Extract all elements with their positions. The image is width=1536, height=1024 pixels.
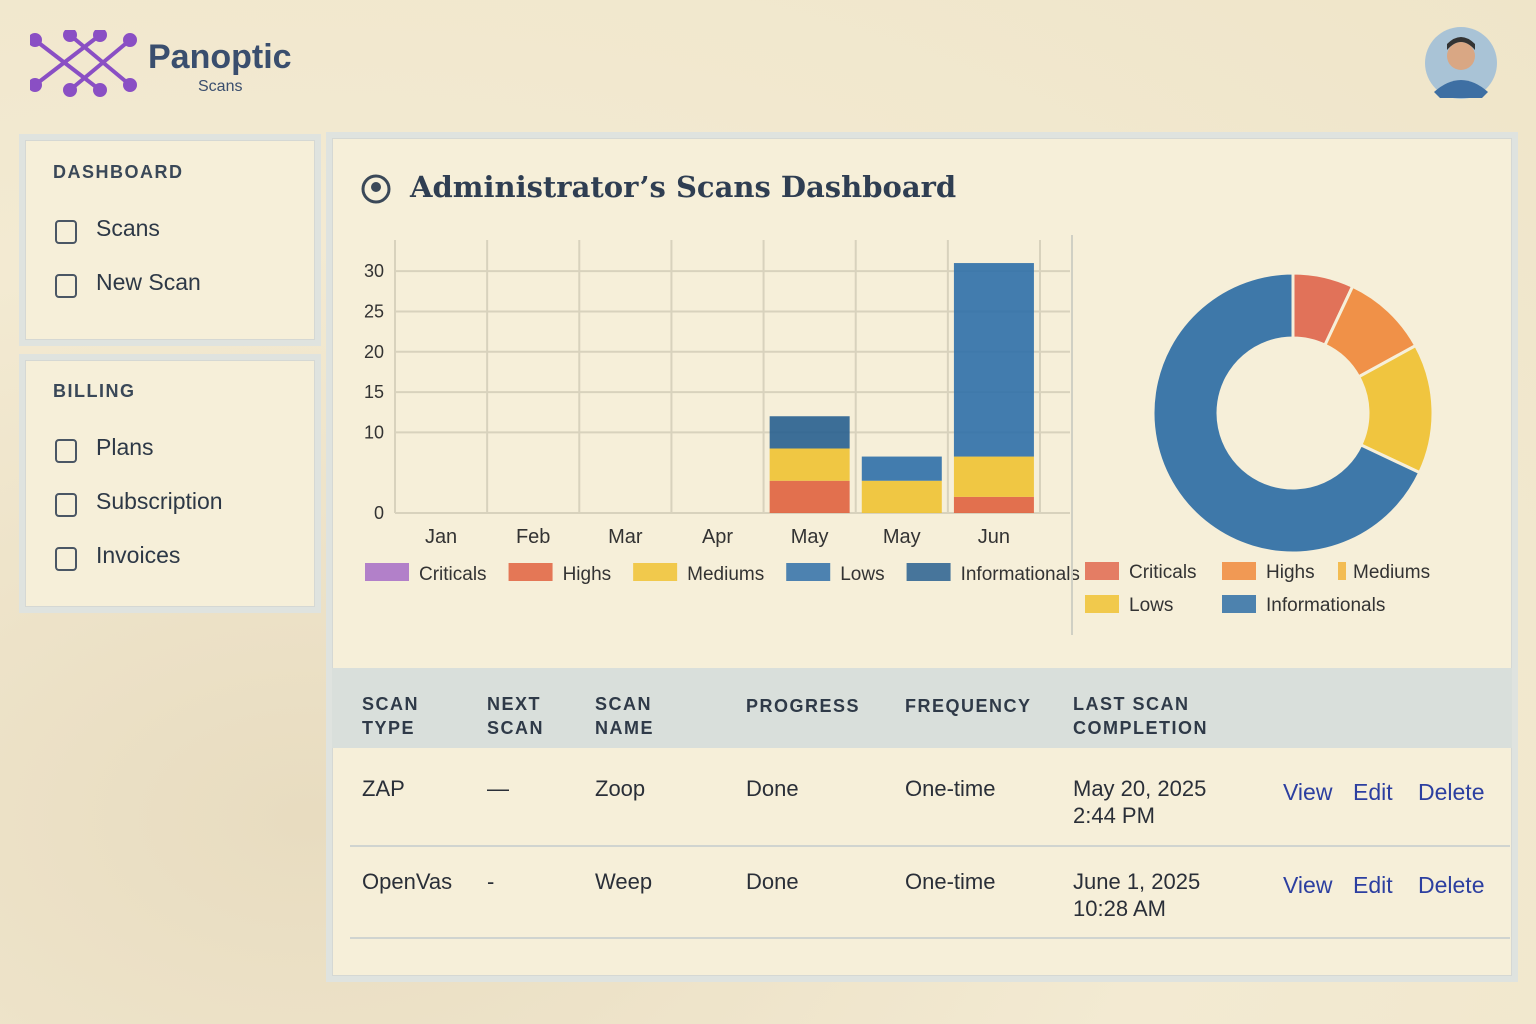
- legend-label: Informationals: [961, 564, 1080, 585]
- table-cell: Done: [746, 869, 799, 894]
- bar-segment: [953, 456, 1034, 497]
- legend-swatch: [786, 563, 831, 581]
- column-header: SCAN TYPE: [362, 694, 420, 738]
- legend-label: Lows: [1129, 595, 1173, 616]
- y-tick-label: 0: [374, 503, 384, 523]
- legend-swatch: [1222, 595, 1256, 613]
- section-title: BILLING: [53, 381, 136, 401]
- legend-label: Criticals: [419, 564, 487, 585]
- x-tick-label: Apr: [702, 526, 733, 548]
- nav-icon: [55, 220, 77, 244]
- action-link[interactable]: Edit: [1353, 872, 1393, 898]
- nav-item[interactable]: Subscription: [96, 488, 223, 514]
- bar-segment: [861, 480, 942, 513]
- action-link[interactable]: Delete: [1418, 779, 1485, 805]
- legend-swatch: [1338, 562, 1346, 580]
- y-tick-label: 20: [364, 342, 384, 362]
- bar-segment: [953, 263, 1034, 457]
- table-cell: One-time: [905, 776, 996, 801]
- bar-segment: [953, 496, 1034, 513]
- y-tick-label: 10: [364, 422, 384, 442]
- sidebar-billing: [25, 360, 315, 607]
- column-header: PROGRESS: [746, 696, 861, 716]
- legend-label: Highs: [563, 564, 612, 585]
- y-tick-label: 25: [364, 301, 384, 321]
- legend-label: Mediums: [1353, 562, 1430, 583]
- x-tick-label: Mar: [608, 526, 643, 548]
- bar-segment: [861, 456, 942, 481]
- table-cell: June 1, 2025 10:28 AM: [1073, 869, 1201, 921]
- table-cell: Weep: [595, 869, 653, 894]
- subbrand: Scans: [198, 78, 243, 95]
- legend-swatch: [1222, 562, 1256, 580]
- nav-icon: [55, 274, 77, 298]
- page-title: Administrator’s Scans Dashboard: [410, 170, 957, 204]
- column-header: FREQUENCY: [905, 696, 1032, 716]
- legend-swatch: [365, 563, 409, 581]
- y-tick-label: 15: [364, 382, 384, 402]
- row-divider: [350, 845, 1510, 847]
- action-link[interactable]: View: [1283, 872, 1333, 898]
- table-cell: Zoop: [595, 776, 646, 801]
- legend-swatch: [906, 563, 951, 581]
- legend-swatch: [1085, 595, 1119, 613]
- table-cell: Done: [746, 776, 799, 801]
- x-tick-label: Jun: [978, 526, 1010, 548]
- bar-segment: [769, 480, 850, 513]
- row-divider: [350, 937, 1510, 939]
- x-tick-label: Feb: [516, 526, 550, 548]
- legend-label: Mediums: [687, 564, 764, 585]
- table-header-bg: [332, 668, 1512, 748]
- legend-swatch: [508, 563, 553, 581]
- nav-icon: [55, 547, 77, 571]
- table-cell: —: [487, 776, 509, 801]
- nav-item[interactable]: New Scan: [96, 269, 201, 295]
- legend-label: Informationals: [1266, 595, 1385, 616]
- donut-slice: [1151, 271, 1422, 555]
- table-cell: May 20, 2025 2:44 PM: [1073, 776, 1207, 828]
- legend-swatch: [1085, 562, 1119, 580]
- legend-label: Highs: [1266, 562, 1315, 583]
- table-cell: -: [487, 869, 495, 894]
- bar-segment: [769, 416, 850, 449]
- action-link[interactable]: Edit: [1353, 779, 1393, 805]
- nav-item[interactable]: Scans: [96, 215, 160, 241]
- x-tick-label: Jan: [425, 526, 457, 548]
- table-cell: One-time: [905, 869, 996, 894]
- column-header: NEXT SCAN: [487, 694, 545, 738]
- bar-segment: [769, 448, 850, 481]
- nav-item[interactable]: Plans: [96, 434, 154, 460]
- table-cell: OpenVas: [362, 869, 453, 894]
- legend-label: Lows: [840, 564, 884, 585]
- action-link[interactable]: Delete: [1418, 872, 1485, 898]
- brand: Panoptic: [148, 38, 292, 76]
- x-tick-label: May: [791, 526, 829, 548]
- section-title: DASHBOARD: [53, 162, 184, 182]
- legend-label: Criticals: [1129, 562, 1197, 583]
- legend-swatch: [633, 563, 678, 581]
- column-header: SCAN NAME: [595, 694, 654, 738]
- column-header: LAST SCAN COMPLETION: [1073, 694, 1208, 738]
- x-tick-label: May: [883, 526, 921, 548]
- action-link[interactable]: View: [1283, 779, 1333, 805]
- y-tick-label: 30: [364, 261, 384, 281]
- nav-item[interactable]: Invoices: [96, 542, 181, 568]
- table-cell: ZAP: [362, 776, 405, 801]
- avatar[interactable]: [1422, 26, 1500, 100]
- nav-icon: [55, 493, 77, 517]
- logo: [30, 30, 137, 97]
- title-icon: [361, 174, 391, 204]
- nav-icon: [55, 439, 77, 463]
